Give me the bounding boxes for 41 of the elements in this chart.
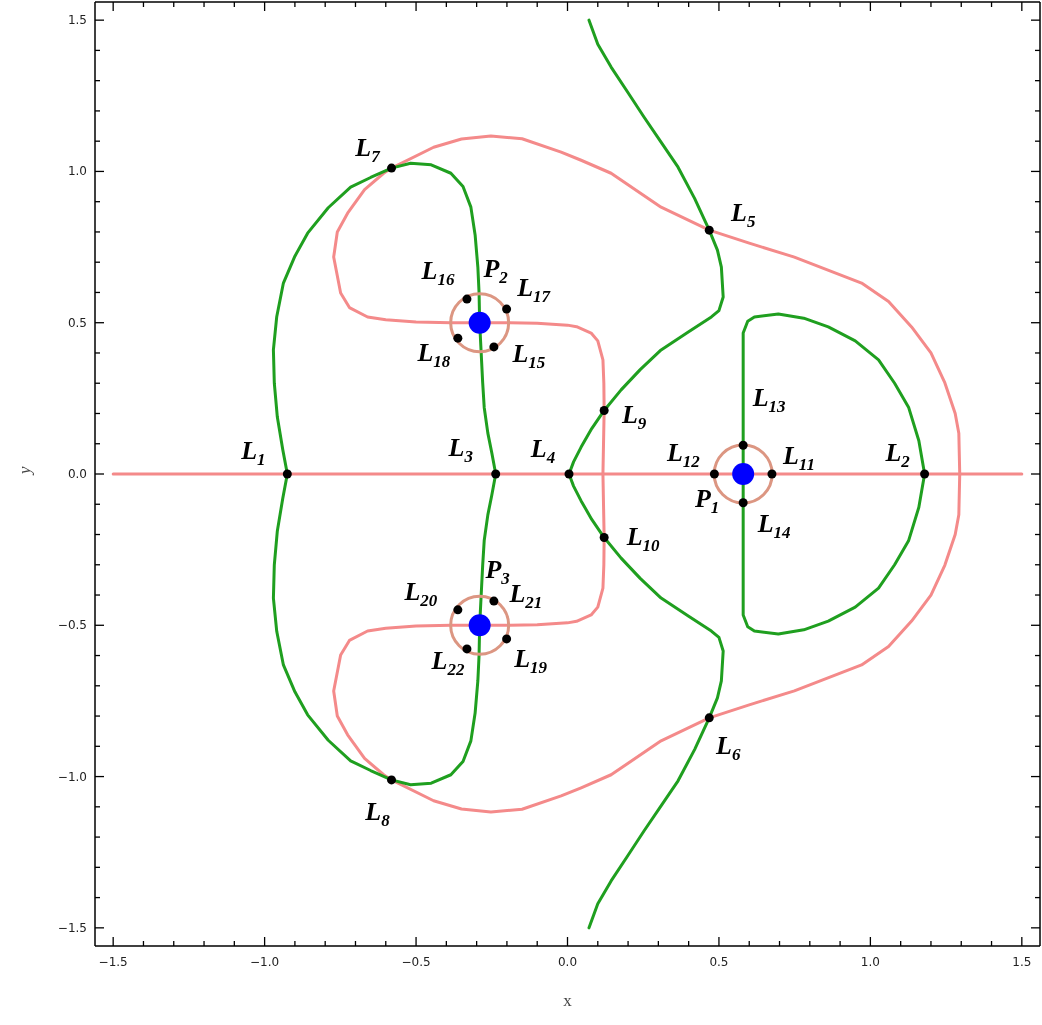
x-tick-label: 1.0: [860, 955, 880, 969]
x-tick-label: 1.5: [1012, 955, 1032, 969]
annotation: P$_{1}$: [693, 483, 720, 517]
x-tick-label: −1.5: [98, 955, 128, 969]
annotation: L$_{9}$: [620, 399, 647, 434]
annotation: L$_{8}$: [364, 796, 391, 830]
x-axis-title: x: [563, 991, 573, 1010]
annotation: L$_{11}$: [781, 440, 815, 474]
annotation: L$_{19}$: [513, 643, 548, 677]
annotation: L$_{4}$: [529, 433, 556, 467]
y-tick-label: 0.5: [67, 315, 87, 330]
annotation: P$_{3}$: [484, 554, 511, 589]
annotation: L$_{18}$: [416, 337, 451, 372]
x-tick-label: 0.0: [557, 955, 578, 969]
y-tick-label: 1.0: [67, 164, 87, 179]
x-tick-label: 0.5: [709, 955, 729, 969]
y-tick-label: 1.5: [67, 13, 87, 28]
annotation: L$_{22}$: [430, 645, 465, 679]
y-tick-label: −1.5: [57, 920, 87, 935]
y-tick-label: −0.5: [57, 618, 87, 633]
annotation: L$_{21}$: [508, 578, 543, 613]
annotation: L$_{6}$: [715, 730, 741, 764]
annotation: L$_{3}$: [447, 432, 474, 466]
x-tick-label: −0.5: [401, 955, 431, 969]
annotation: L$_{2}$: [884, 437, 911, 471]
y-tick-label: 0.0: [67, 467, 87, 481]
annotation: L$_{16}$: [420, 255, 455, 290]
annotation: L$_{7}$: [354, 132, 382, 167]
y-axis-title: y: [15, 466, 35, 476]
annotation: L$_{12}$: [665, 437, 701, 471]
annotation: L$_{1}$: [240, 435, 266, 469]
annotation: L$_{5}$: [730, 197, 756, 232]
annotation: L$_{13}$: [751, 382, 787, 417]
annotation: L$_{15}$: [511, 338, 546, 372]
x-tick-label: −1.0: [250, 955, 280, 969]
y-tick-label: −1.0: [57, 769, 87, 784]
annotation: P$_{2}$: [482, 253, 509, 287]
annotation: L$_{20}$: [403, 576, 438, 610]
annotation: L$_{10}$: [625, 521, 661, 555]
annotation: L$_{14}$: [756, 508, 791, 542]
annotation: L$_{17}$: [516, 272, 552, 307]
